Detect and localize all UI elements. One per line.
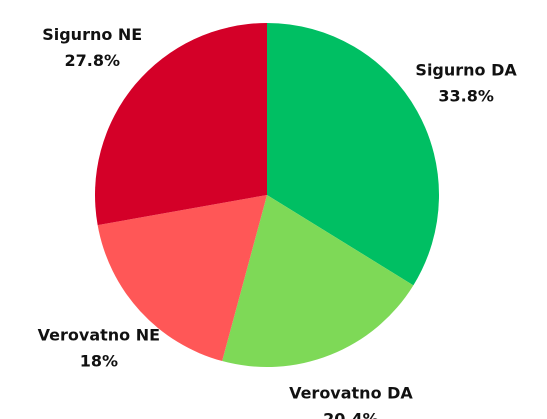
pie-slice [267,23,439,286]
pie-slice [95,23,267,226]
slice-label: Verovatno NE [38,325,160,344]
slice-value-label: 18% [80,351,118,370]
slice-label: Verovatno DA [289,383,413,402]
slice-value-label: 27.8% [64,51,120,70]
slice-label: Sigurno DA [415,60,517,79]
pie-slice [97,195,267,362]
pie-slice [222,195,414,367]
slice-label: Sigurno NE [42,25,142,44]
slice-value-label: 20.4% [323,409,379,419]
slice-value-label: 33.8% [438,86,494,105]
